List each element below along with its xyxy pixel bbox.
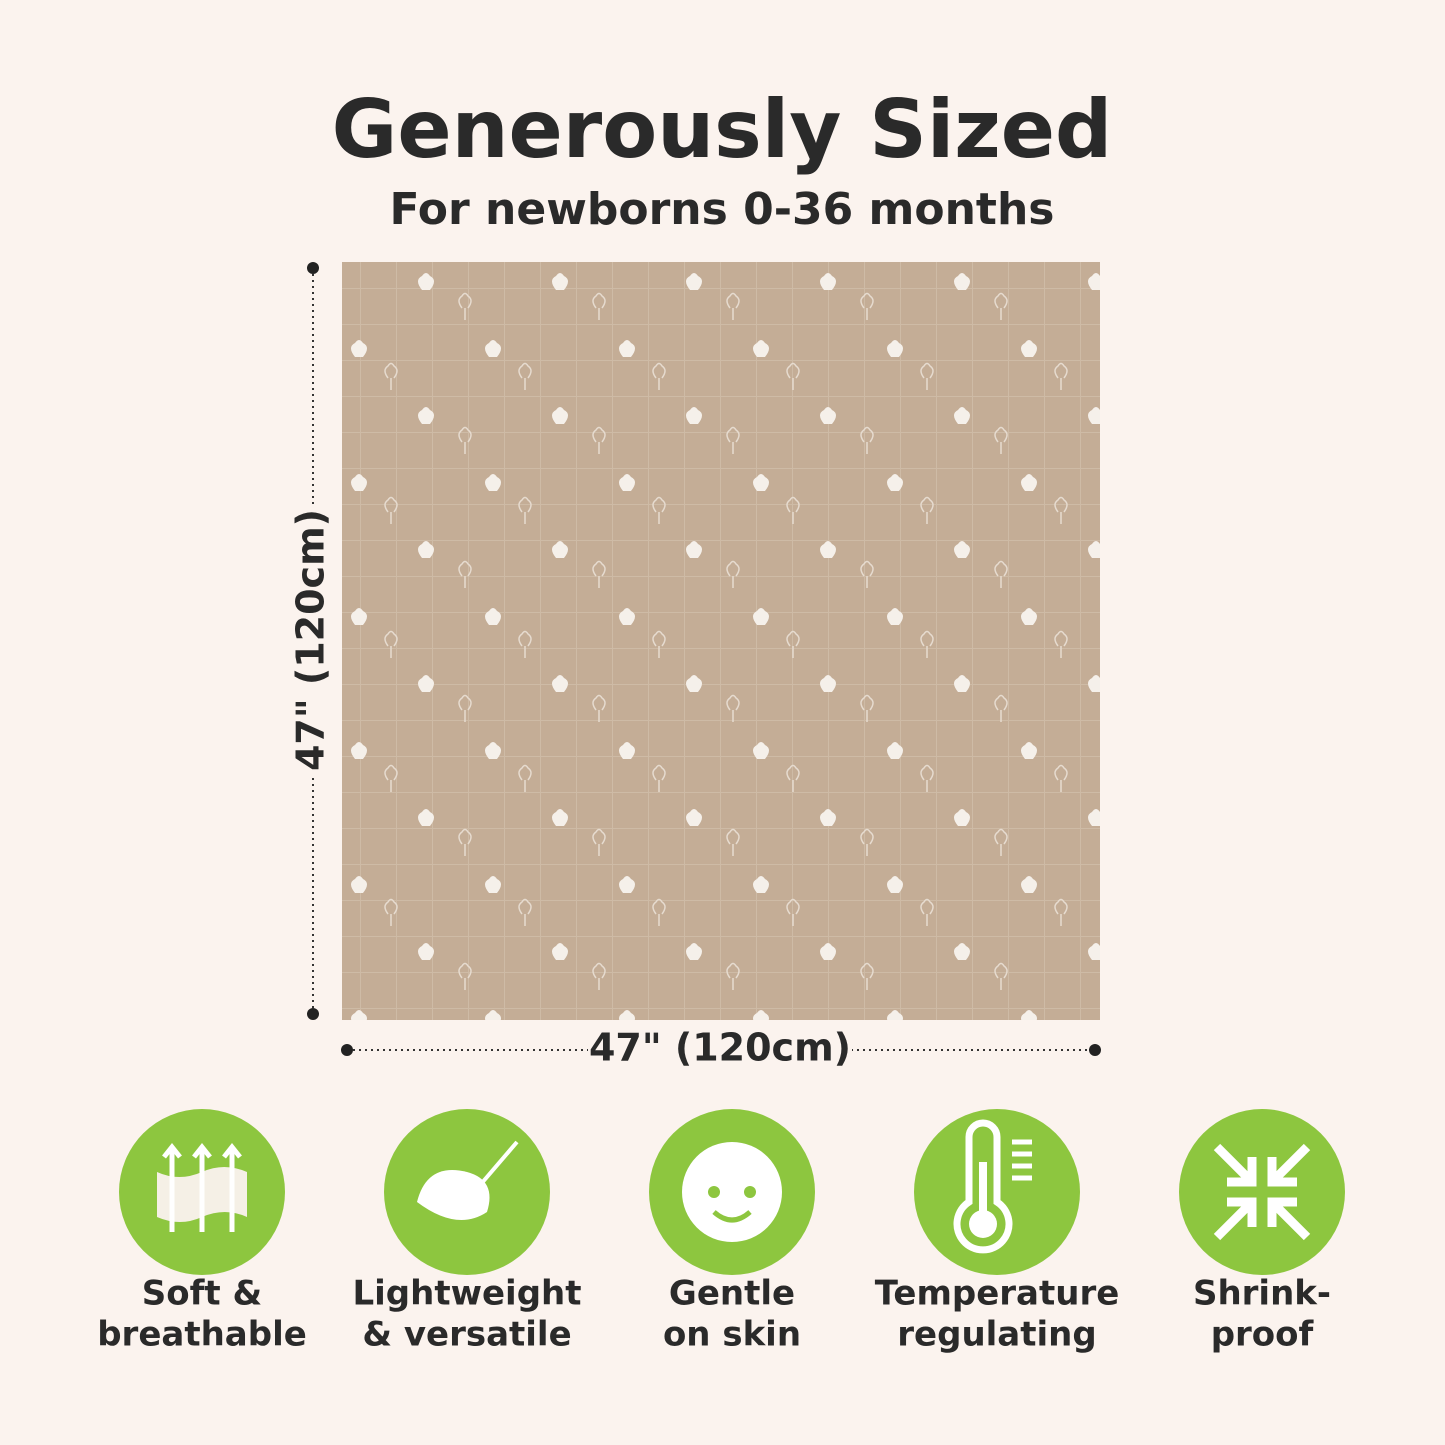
icon-thermometer — [953, 1119, 1013, 1254]
feature-label: Lightweight — [352, 1274, 581, 1314]
width-dimension: 47" (120cm) — [341, 1026, 1101, 1072]
feature-label: Gentle — [669, 1274, 795, 1314]
end-dot — [307, 262, 319, 274]
title: Generously Sized — [332, 83, 1113, 176]
feature-circle — [1179, 1109, 1345, 1275]
feature-icon — [682, 1142, 782, 1242]
end-dot — [307, 1008, 319, 1020]
feature-icon — [157, 1142, 247, 1232]
height-dimension: 47" (120cm) — [289, 262, 336, 1020]
icon-face — [682, 1142, 782, 1242]
feature-label: proof — [1211, 1315, 1315, 1355]
height-label: 47" (120cm) — [289, 509, 333, 771]
icon-eye — [708, 1186, 720, 1198]
width-label: 47" (120cm) — [589, 1026, 851, 1070]
feature: Lightweight& versatile — [352, 1109, 582, 1355]
end-dot — [1089, 1044, 1101, 1056]
icon-feather-quill — [455, 1140, 519, 1214]
subtitle: For newborns 0-36 months — [390, 184, 1055, 235]
feature-label: regulating — [897, 1315, 1096, 1355]
feature-label: Shrink- — [1193, 1274, 1331, 1314]
icon-arrow — [1213, 1143, 1257, 1187]
icon-arrow — [1267, 1143, 1311, 1187]
feature-icon — [417, 1140, 519, 1220]
end-dot — [341, 1044, 353, 1056]
feature-label: breathable — [97, 1315, 307, 1355]
feature-label: Soft & — [142, 1274, 262, 1314]
feature: Shrink-proof — [1179, 1109, 1345, 1355]
feature: Soft &breathable — [97, 1109, 307, 1355]
feature-icon — [1213, 1143, 1311, 1241]
feature-icon — [953, 1119, 1032, 1254]
feature-label: Temperature — [875, 1274, 1120, 1314]
icon-arrow — [1213, 1197, 1257, 1241]
icon-arrow — [1267, 1197, 1311, 1241]
icon-bulb — [969, 1210, 997, 1238]
icon-arrow — [222, 1142, 242, 1232]
feature-label: & versatile — [362, 1315, 571, 1355]
label-backdrop — [588, 1028, 852, 1072]
icon-arrow — [192, 1142, 212, 1232]
icon-arrow — [162, 1142, 182, 1232]
feature-label: on skin — [663, 1315, 801, 1355]
blanket — [342, 262, 1100, 1020]
icon-feather — [417, 1170, 490, 1220]
blanket-pattern — [342, 262, 1100, 1020]
icon-smile — [712, 1210, 752, 1223]
label-backdrop — [290, 505, 336, 775]
icon-eye — [744, 1186, 756, 1198]
